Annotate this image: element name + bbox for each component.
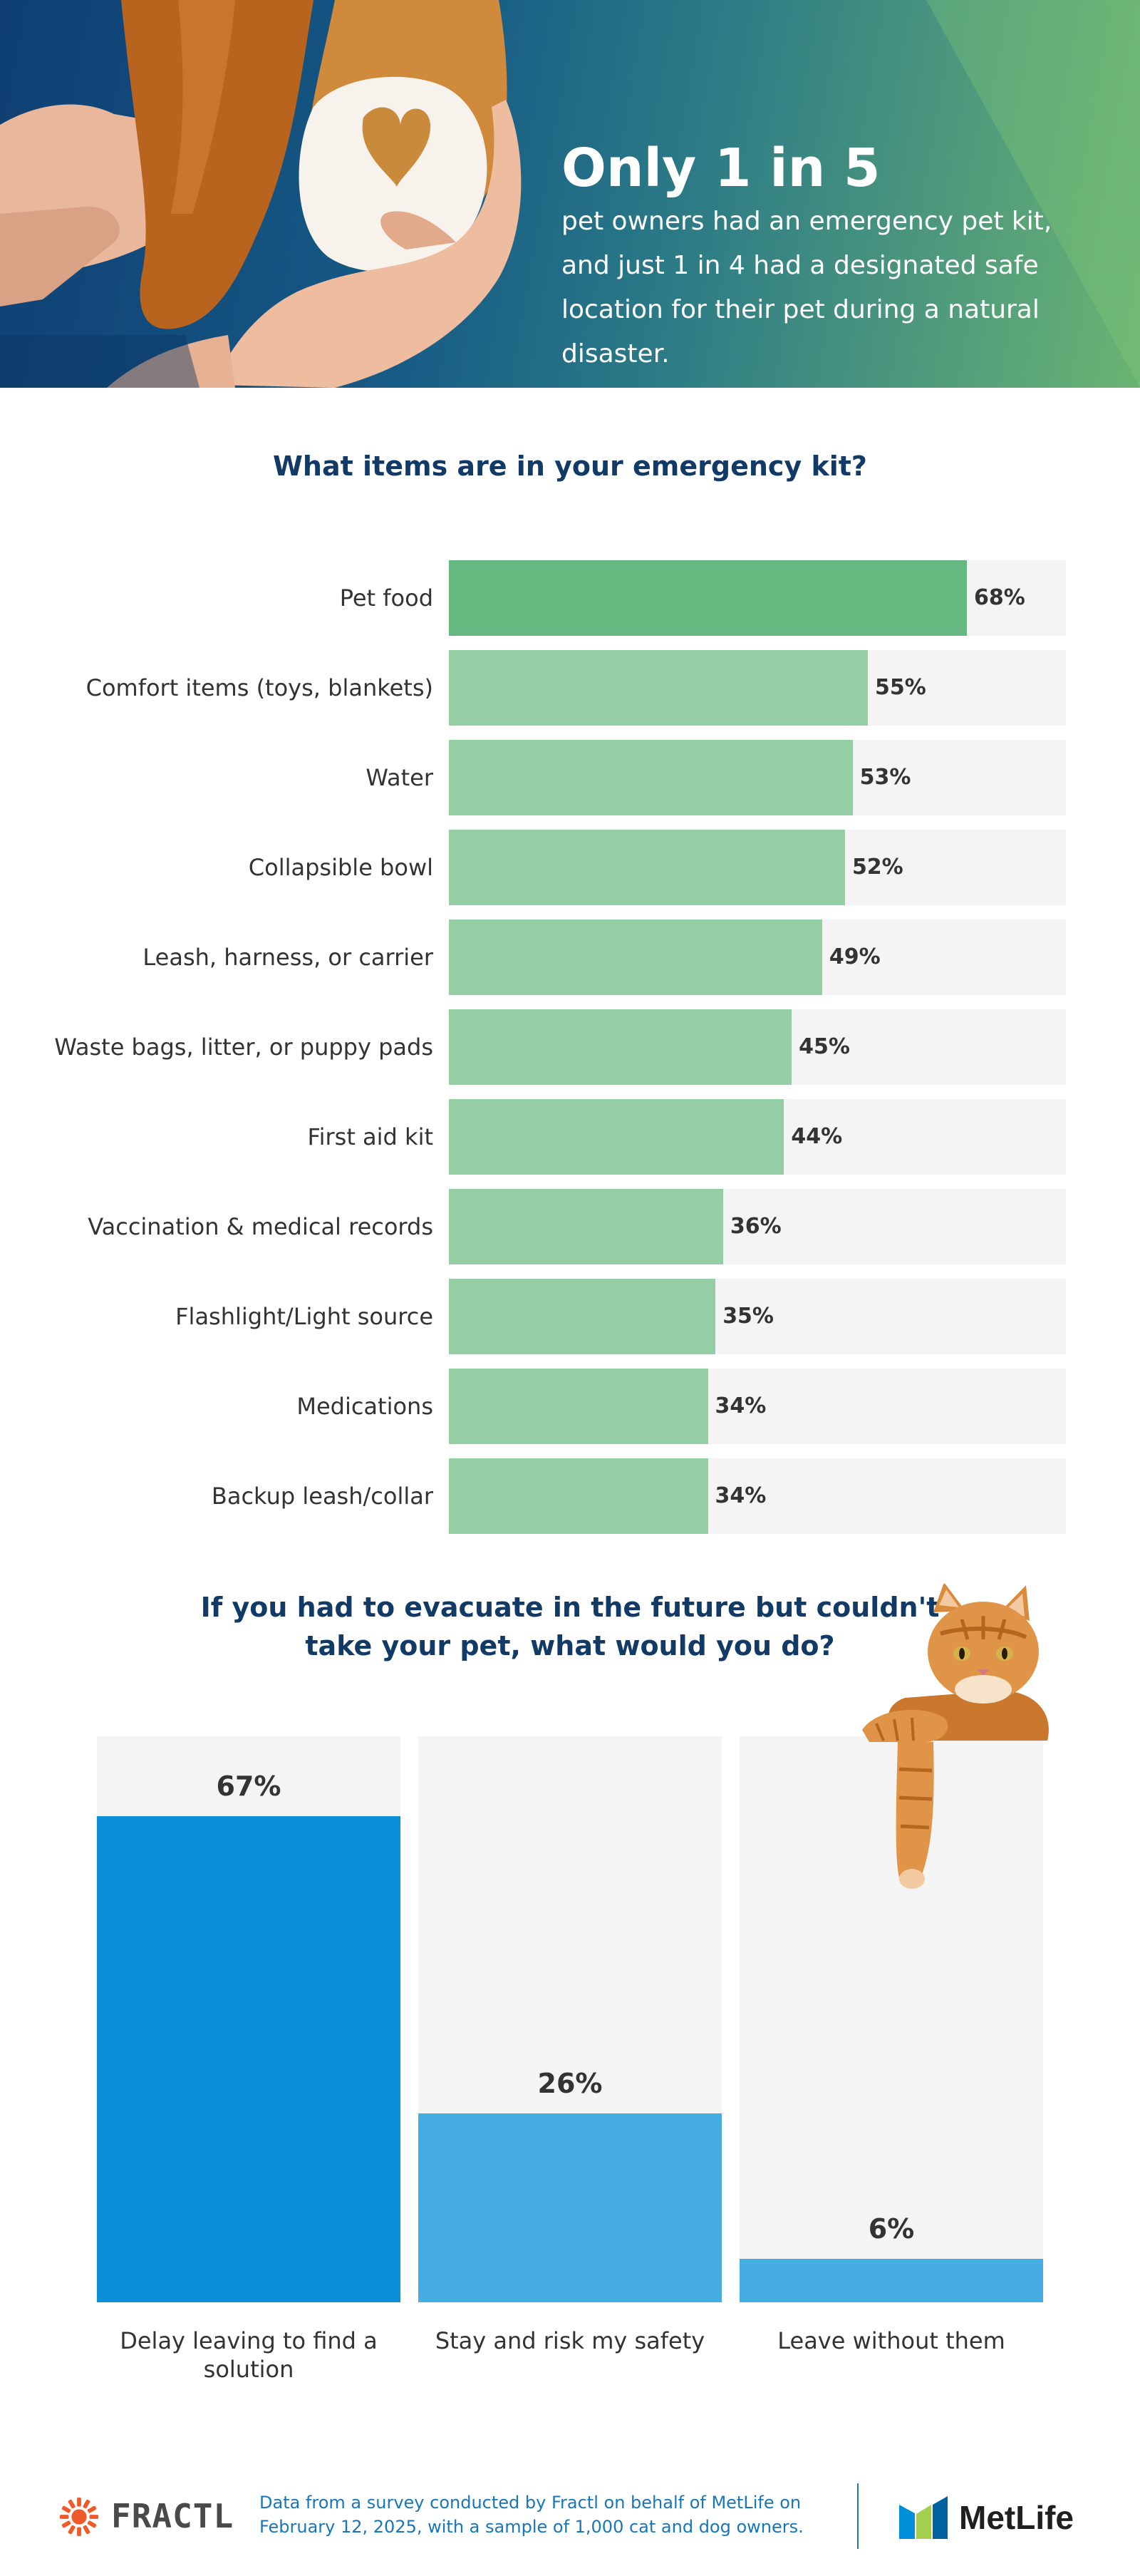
bar — [740, 2258, 1043, 2302]
bar-row: First aid kit 44% — [0, 1099, 1140, 1175]
cat-photo — [862, 1584, 1049, 1889]
source-note: Data from a survey conducted by Fractl o… — [259, 2493, 804, 2537]
data-label: 26% — [537, 2068, 603, 2100]
bar — [449, 919, 822, 995]
bar — [449, 1458, 708, 1534]
bar-row: Comfort items (toys, blankets) 55% — [0, 650, 1140, 726]
bar — [97, 1815, 400, 2302]
sunburst-icon — [59, 2497, 99, 2537]
metlife-m-icon — [899, 2496, 948, 2539]
category-label: Stay and risk my safety — [435, 2327, 705, 2354]
bar-row: Medications 34% — [0, 1369, 1140, 1444]
fractl-wordmark: FRACTL — [111, 2497, 234, 2535]
category-label: Leash, harness, or carrier — [142, 944, 433, 971]
hero-description: pet owners had an emergency pet kit, and… — [561, 207, 1052, 369]
category-label: Comfort items (toys, blankets) — [86, 674, 433, 701]
bar — [449, 560, 967, 636]
data-label: 67% — [216, 1770, 281, 1802]
hero-accent-shape — [926, 0, 1140, 388]
hands-holding-paws-photo — [0, 0, 522, 388]
data-label: 44% — [791, 1124, 843, 1149]
bar — [449, 1009, 792, 1085]
fractl-logo: FRACTL — [58, 2495, 233, 2538]
data-label: 34% — [715, 1483, 767, 1508]
bar — [449, 650, 869, 726]
kit-items-chart-title: What items are in your emergency kit? — [273, 450, 867, 482]
data-label: 68% — [974, 585, 1025, 610]
data-label: 49% — [829, 944, 881, 969]
bar — [418, 2113, 722, 2302]
bar-track — [740, 1736, 1043, 2302]
data-label: 34% — [715, 1393, 767, 1418]
bar-row: Vaccination & medical records 36% — [0, 1189, 1140, 1264]
bar — [449, 1279, 716, 1354]
bar-row: Waste bags, litter, or puppy pads 45% — [0, 1009, 1140, 1085]
category-label: Backup leash/collar — [211, 1483, 433, 1510]
category-label: Vaccination & medical records — [88, 1213, 433, 1240]
category-label: Flashlight/Light source — [175, 1303, 433, 1330]
category-label: Water — [366, 764, 433, 791]
metlife-logo: MetLife — [899, 2496, 1084, 2542]
bar-row: Backup leash/collar 34% — [0, 1458, 1140, 1534]
data-label: 36% — [730, 1214, 782, 1239]
kit-items-bar-chart: Pet food 68% Comfort items (toys, blankets… — [0, 560, 1140, 1534]
bar-row: Leash, harness, or carrier 49% — [0, 919, 1140, 995]
category-label: Medications — [296, 1393, 433, 1420]
bar — [449, 1099, 784, 1175]
bar-row: Collapsible bowl 52% — [0, 830, 1140, 905]
bar — [449, 740, 853, 815]
metlife-wordmark: MetLife — [959, 2499, 1074, 2536]
hero-banner: Only 1 in 5 pet owners had an emergency … — [0, 0, 1140, 388]
data-label: 45% — [799, 1034, 850, 1059]
evacuation-chart-title: If you had to evacuate in the future but… — [200, 1592, 940, 1661]
bar — [449, 1369, 708, 1444]
category-label: Waste bags, litter, or puppy pads — [54, 1034, 433, 1061]
category-label: Delay leaving to find a solution — [120, 2327, 378, 2383]
bar-row: Pet food 68% — [0, 560, 1140, 636]
bar — [449, 830, 845, 905]
bar — [449, 1189, 723, 1264]
category-label: First aid kit — [307, 1123, 433, 1150]
hero-stat: Only 1 in 5 — [561, 138, 881, 199]
bar-row: Flashlight/Light source 35% — [0, 1279, 1140, 1354]
data-label: 53% — [859, 765, 911, 790]
bar-row: Water 53% — [0, 740, 1140, 815]
category-label: Pet food — [339, 584, 433, 612]
category-label: Leave without them — [777, 2327, 1005, 2354]
data-label: 6% — [868, 2212, 915, 2245]
data-label: 52% — [851, 855, 903, 880]
footer-divider — [857, 2483, 859, 2549]
data-label: 35% — [722, 1304, 774, 1329]
data-label: 55% — [875, 675, 926, 700]
category-label: Collapsible bowl — [248, 854, 433, 881]
